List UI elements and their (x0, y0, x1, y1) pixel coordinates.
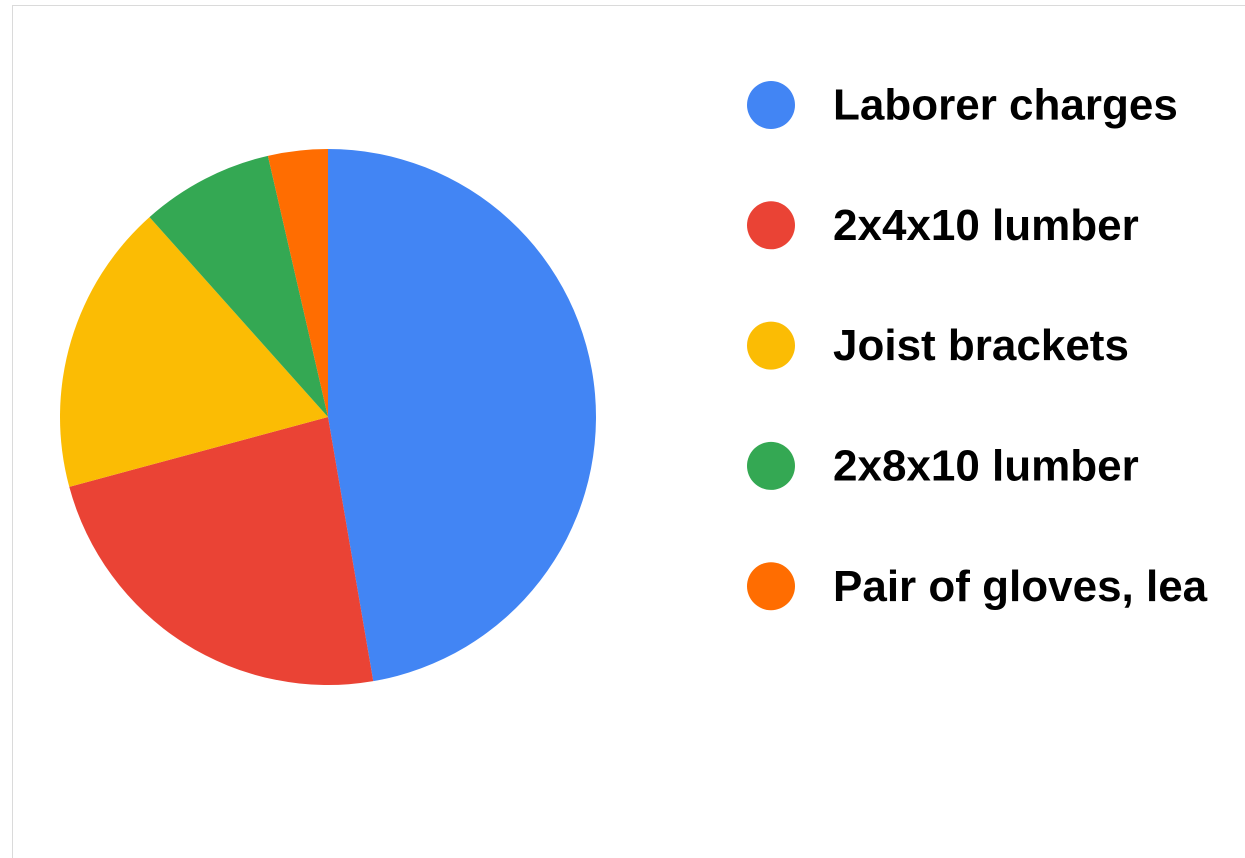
pie-slice (328, 149, 597, 682)
legend-swatch (747, 562, 795, 611)
legend-swatch (747, 81, 795, 129)
legend-label: 2x4x10 lumber (833, 201, 1139, 250)
pie-slice (59, 217, 328, 487)
pie-slice (267, 149, 328, 417)
legend-swatch (747, 321, 795, 370)
chart-frame (12, 5, 1245, 858)
legend-label: Pair of gloves, lea (833, 562, 1208, 611)
pie-slice (149, 155, 328, 418)
pie-slice (69, 417, 374, 685)
legend-swatch (747, 441, 795, 490)
legend-label: Joist brackets (833, 321, 1129, 370)
legend-swatch (747, 201, 795, 250)
legend-label: 2x8x10 lumber (833, 442, 1139, 491)
legend-label: Laborer charges (833, 81, 1178, 130)
